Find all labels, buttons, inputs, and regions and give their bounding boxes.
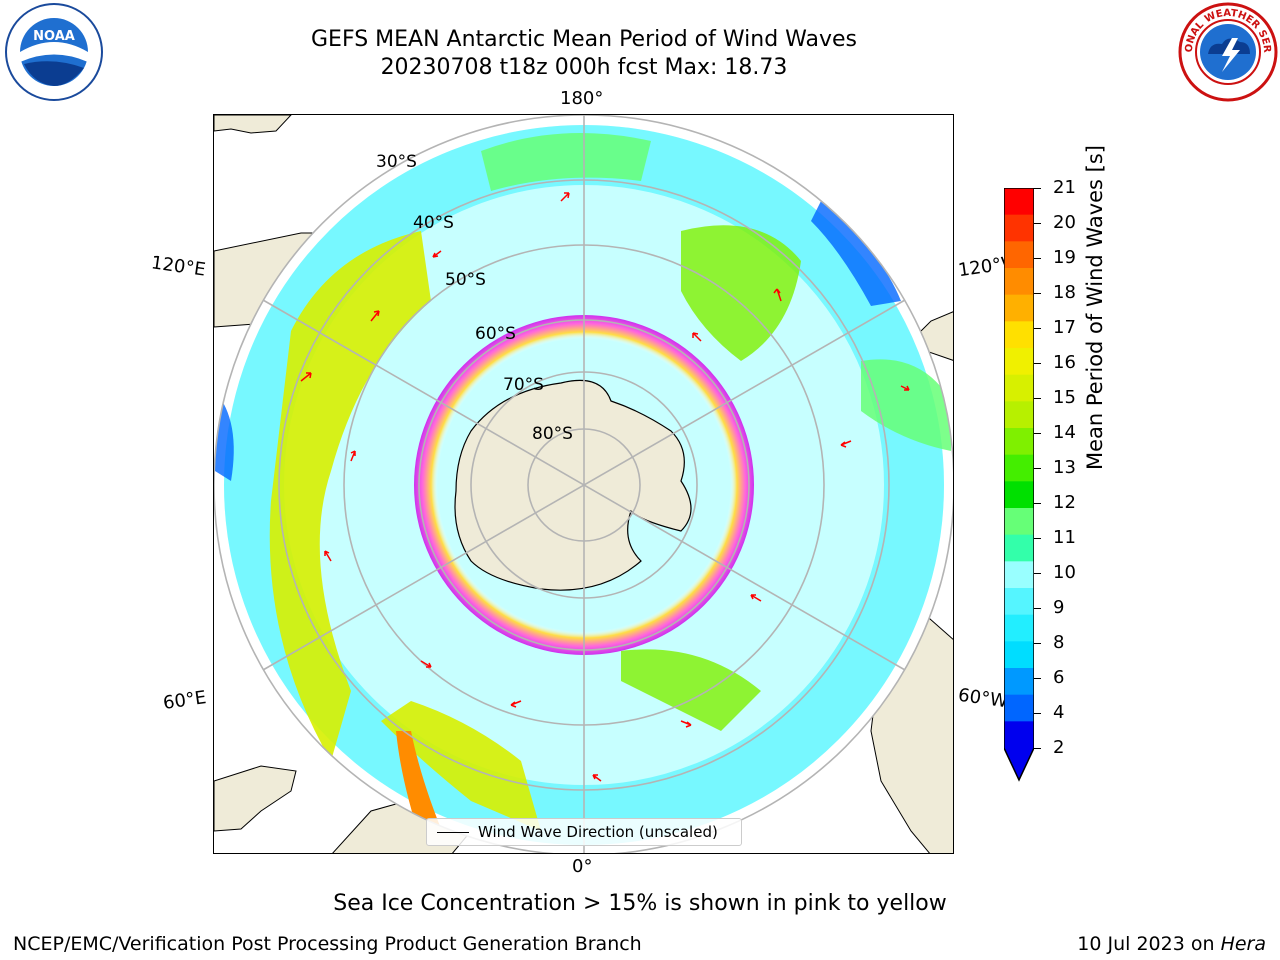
colorbar bbox=[1004, 188, 1034, 782]
colorbar-segment bbox=[1004, 454, 1034, 482]
colorbar-segment bbox=[1004, 641, 1034, 669]
colorbar-tick-label: 11 bbox=[1053, 527, 1076, 548]
lat-label-30s: 30°S bbox=[376, 152, 417, 172]
producer-credit: NCEP/EMC/Verification Post Processing Pr… bbox=[13, 933, 642, 955]
generation-date-text: 10 Jul 2023 on bbox=[1077, 933, 1221, 955]
colorbar-tick-label: 13 bbox=[1053, 457, 1076, 478]
colorbar-tick-label: 20 bbox=[1053, 212, 1076, 233]
colorbar-tick-mark bbox=[1034, 468, 1041, 469]
colorbar-tick-mark bbox=[1034, 573, 1041, 574]
colorbar-segment bbox=[1004, 534, 1034, 562]
colorbar-tick-label: 8 bbox=[1053, 632, 1065, 653]
colorbar-segment bbox=[1004, 721, 1034, 749]
lat-label-70s: 70°S bbox=[503, 375, 544, 395]
colorbar-segment bbox=[1004, 188, 1034, 216]
colorbar-segment bbox=[1004, 374, 1034, 402]
nws-logo: NATIONAL WEATHER SERVICE bbox=[1178, 2, 1278, 102]
colorbar-tick-mark bbox=[1034, 678, 1041, 679]
colorbar-tick-mark bbox=[1034, 538, 1041, 539]
colorbar-tick-mark bbox=[1034, 363, 1041, 364]
colorbar-segment bbox=[1004, 588, 1034, 616]
colorbar-tick-label: 19 bbox=[1053, 247, 1076, 268]
colorbar-segment bbox=[1004, 668, 1034, 696]
colorbar-tick-label: 21 bbox=[1053, 177, 1076, 198]
colorbar-segment bbox=[1004, 268, 1034, 296]
colorbar-segment bbox=[1004, 241, 1034, 269]
colorbar-tick-label: 14 bbox=[1053, 422, 1076, 443]
lon-label-60e: 60°E bbox=[161, 687, 208, 714]
colorbar-tick-label: 15 bbox=[1053, 387, 1076, 408]
colorbar-tick-mark bbox=[1034, 643, 1041, 644]
svg-text:NOAA: NOAA bbox=[33, 29, 75, 44]
colorbar-segment bbox=[1004, 348, 1034, 376]
map-subtitle: 20230708 t18z 000h fcst Max: 18.73 bbox=[380, 55, 788, 80]
noaa-logo: NOAA bbox=[5, 3, 103, 101]
legend-line-swatch bbox=[437, 832, 469, 833]
lon-label-120e: 120°E bbox=[149, 252, 207, 281]
map-legend: Wind Wave Direction (unscaled) bbox=[426, 818, 742, 846]
colorbar-tick-mark bbox=[1034, 748, 1041, 749]
colorbar-tick-mark bbox=[1034, 713, 1041, 714]
host-name: Hera bbox=[1220, 933, 1266, 955]
colorbar-segment bbox=[1004, 561, 1034, 589]
generation-date: 10 Jul 2023 on Hera bbox=[1077, 933, 1266, 955]
colorbar-tick-mark bbox=[1034, 188, 1041, 189]
antarctica bbox=[454, 379, 692, 591]
colorbar-label: Mean Period of Wind Waves [s] bbox=[1083, 145, 1107, 470]
colorbar-segment bbox=[1004, 321, 1034, 349]
colorbar-tick-mark bbox=[1034, 223, 1041, 224]
graticule bbox=[214, 115, 953, 853]
colorbar-tick-label: 4 bbox=[1053, 702, 1065, 723]
colorbar-segment bbox=[1004, 294, 1034, 322]
lon-label-60w: 60°W bbox=[956, 684, 1009, 713]
colorbar-segment bbox=[1004, 614, 1034, 642]
colorbar-tick-label: 12 bbox=[1053, 492, 1076, 513]
colorbar-segment bbox=[1004, 694, 1034, 722]
legend-label: Wind Wave Direction (unscaled) bbox=[478, 823, 718, 841]
colorbar-tick-mark bbox=[1034, 398, 1041, 399]
sea-ice-footnote: Sea Ice Concentration > 15% is shown in … bbox=[333, 891, 947, 916]
wave-direction-arrows bbox=[300, 192, 910, 782]
colorbar-tick-mark bbox=[1034, 258, 1041, 259]
lon-label-0: 0° bbox=[572, 856, 593, 877]
colorbar-tick-label: 16 bbox=[1053, 352, 1076, 373]
colorbar-tick-label: 2 bbox=[1053, 737, 1065, 758]
colorbar-segment bbox=[1004, 401, 1034, 429]
colorbar-tick-label: 9 bbox=[1053, 597, 1065, 618]
colorbar-segment bbox=[1004, 481, 1034, 509]
colorbar-tick-mark bbox=[1034, 503, 1041, 504]
colorbar-tick-mark bbox=[1034, 328, 1041, 329]
colorbar-extend-triangle bbox=[1004, 748, 1034, 780]
colorbar-segment bbox=[1004, 428, 1034, 456]
map-title: GEFS MEAN Antarctic Mean Period of Wind … bbox=[311, 27, 857, 52]
colorbar-tick-label: 18 bbox=[1053, 282, 1076, 303]
lat-label-60s: 60°S bbox=[475, 324, 516, 344]
colorbar-tick-label: 17 bbox=[1053, 317, 1076, 338]
lat-label-50s: 50°S bbox=[445, 270, 486, 290]
colorbar-segment bbox=[1004, 214, 1034, 242]
lat-label-80s: 80°S bbox=[532, 424, 573, 444]
map-panel bbox=[213, 114, 954, 854]
colorbar-tick-mark bbox=[1034, 433, 1041, 434]
map-canvas bbox=[214, 115, 953, 853]
colorbar-segment bbox=[1004, 508, 1034, 536]
colorbar-outline bbox=[1004, 188, 1034, 782]
colorbar-tick-label: 6 bbox=[1053, 667, 1065, 688]
colorbar-tick-mark bbox=[1034, 293, 1041, 294]
lat-label-40s: 40°S bbox=[413, 213, 454, 233]
colorbar-tick-label: 10 bbox=[1053, 562, 1076, 583]
colorbar-tick-mark bbox=[1034, 608, 1041, 609]
lon-label-180: 180° bbox=[560, 88, 604, 109]
